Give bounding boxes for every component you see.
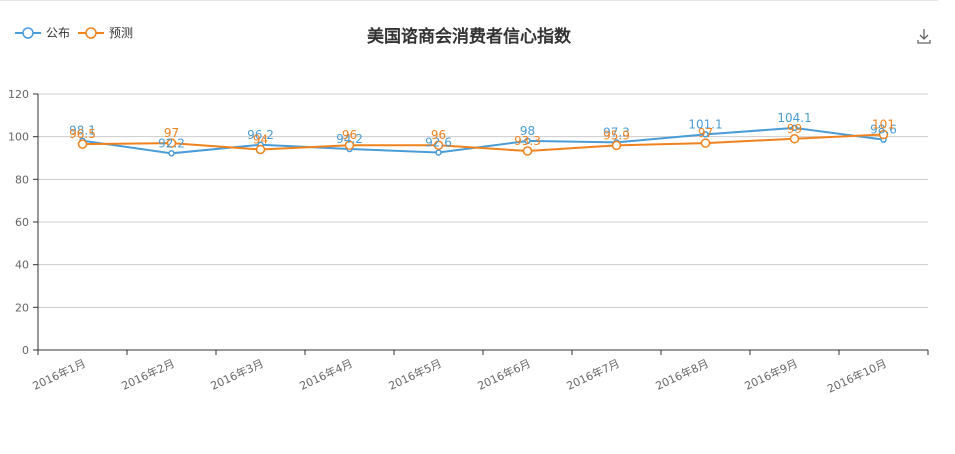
data-point-1-6[interactable] [611, 140, 622, 151]
data-label-0-8: 104.1 [777, 111, 811, 125]
data-point-0-4[interactable] [435, 149, 442, 156]
grid-lines [38, 93, 928, 308]
data-label-1-9: 101 [872, 118, 895, 132]
x-tick-label: 2016年5月 [386, 356, 444, 393]
series [77, 124, 889, 157]
top-divider [0, 0, 938, 1]
data-label-1-4: 96 [431, 128, 446, 142]
data-label-0-1: 92.2 [158, 136, 185, 150]
data-point-0-1[interactable] [168, 150, 175, 157]
data-label-0-3: 94.2 [336, 132, 363, 146]
data-label-0-9: 98.6 [870, 123, 897, 137]
x-tick-label: 2016年6月 [475, 356, 533, 393]
data-label-1-8: 99 [787, 122, 802, 136]
data-label-0-4: 92.6 [425, 135, 452, 149]
series-line-1 [82, 133, 884, 152]
data-label-0-2: 96.2 [247, 128, 274, 142]
data-point-1-2[interactable] [255, 144, 266, 155]
x-tick-label: 2016年1月 [30, 356, 88, 393]
data-label-0-7: 101.1 [688, 117, 722, 131]
data-label-0-6: 97.3 [603, 125, 630, 139]
x-tick-label: 2016年4月 [297, 356, 355, 393]
data-label-1-6: 95.9 [603, 128, 630, 142]
data-point-1-8[interactable] [789, 134, 800, 144]
data-point-0-7[interactable] [702, 131, 709, 138]
data-label-0-0: 98.1 [69, 124, 96, 138]
data-label-0-5: 98 [520, 124, 535, 138]
data-point-0-5[interactable] [524, 137, 531, 145]
chart-title: 美国谘商会消费者信心指数 [367, 26, 572, 47]
y-tick-label: 60 [15, 216, 29, 229]
legend-marker-published [22, 27, 34, 39]
x-tick-label: 2016年2月 [119, 356, 177, 393]
data-point-1-7[interactable] [700, 138, 711, 148]
legend-label-forecast: 预测 [109, 26, 133, 40]
data-point-1-5[interactable] [522, 146, 533, 156]
x-tick-label: 2016年10月 [825, 356, 889, 396]
data-label-1-3: 96 [342, 128, 357, 142]
data-label-1-0: 96.5 [69, 127, 96, 141]
legend-marker-forecast [85, 27, 97, 39]
data-point-1-9[interactable] [878, 129, 889, 140]
legend-label-published: 公布 [46, 26, 70, 40]
data-label-1-7: 97 [698, 126, 713, 140]
data-point-1-1[interactable] [166, 138, 177, 148]
data-label-1-5: 93.3 [514, 134, 541, 148]
data-point-0-8[interactable] [791, 124, 798, 132]
data-point-1-4[interactable] [433, 140, 444, 150]
data-point-1-0[interactable] [77, 139, 88, 149]
x-tick-label: 2016年8月 [653, 356, 711, 393]
data-label-1-1: 97 [164, 126, 179, 140]
y-tick-label: 100 [8, 131, 29, 144]
data-label-1-2: 94 [253, 132, 268, 146]
y-tick-label: 40 [15, 259, 29, 272]
download-icon[interactable] [914, 25, 934, 45]
x-tick-label: 2016年7月 [564, 356, 622, 393]
y-tick-label: 120 [8, 88, 29, 101]
y-tick-label: 0 [22, 344, 29, 357]
legend: 公布 预测 [15, 26, 133, 40]
series-line-0 [82, 126, 884, 155]
legend-item-published[interactable]: 公布 [15, 26, 70, 40]
legend-item-forecast[interactable]: 预测 [78, 26, 133, 40]
x-tick-label: 2016年9月 [742, 356, 800, 393]
data-labels: 98.1 92.2 96.2 94.2 92.6 98 97.3 101.1 104.1 98.6… [69, 111, 897, 150]
data-point-1-3[interactable] [344, 140, 355, 150]
y-tick-label: 80 [15, 173, 29, 186]
y-tick-label: 20 [15, 301, 29, 314]
x-tick-label: 2016年3月 [208, 356, 266, 393]
